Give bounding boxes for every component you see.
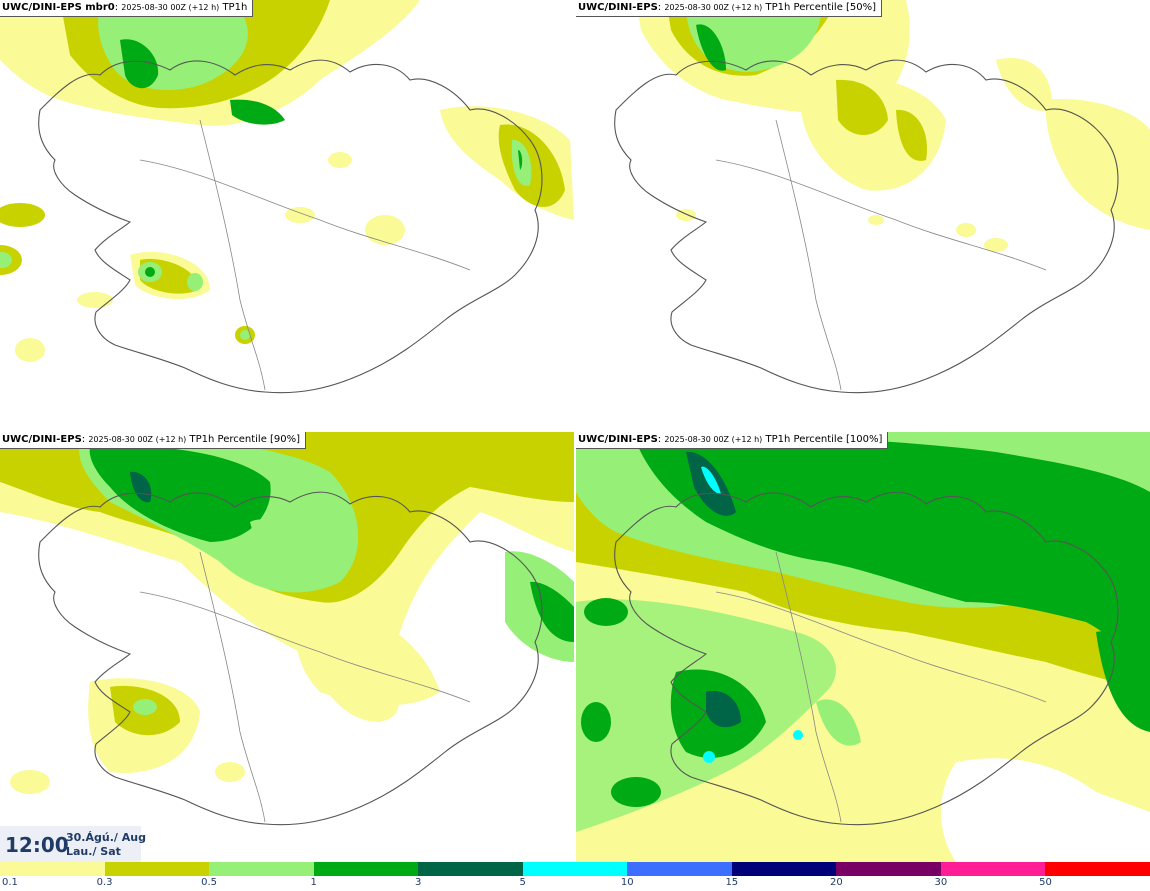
panel-title: UWC/DINI-EPS mbr0: 2025-08-30 00Z (+12 h… xyxy=(0,0,254,17)
precip-map-svg xyxy=(0,0,574,394)
run-time: 2025-08-30 00Z (+12 h) xyxy=(664,3,763,12)
run-time: 2025-08-30 00Z (+12 h) xyxy=(88,435,187,444)
legend-color-3 xyxy=(313,862,419,876)
panel-title: UWC/DINI-EPS: 2025-08-30 00Z (+12 h) TP1… xyxy=(0,432,307,449)
legend-color-10 xyxy=(1045,862,1150,876)
legend-color-4 xyxy=(418,862,524,876)
precip-map-svg xyxy=(0,432,574,826)
legend-tick-label: 20 xyxy=(829,877,843,888)
legend-color-2 xyxy=(209,862,315,876)
panel-title: UWC/DINI-EPS: 2025-08-30 00Z (+12 h) TP1… xyxy=(576,432,889,449)
model-name: UWC/DINI-EPS xyxy=(2,434,82,445)
valid-time: 12:00 xyxy=(5,833,69,857)
panel-separator-horizontal xyxy=(0,430,1150,432)
model-name: UWC/DINI-EPS xyxy=(578,434,658,445)
legend-tick-label: 0.3 xyxy=(96,877,113,888)
run-time: 2025-08-30 00Z (+12 h) xyxy=(664,435,763,444)
legend-tick-label: 1 xyxy=(310,877,317,888)
map-panel-p50: UWC/DINI-EPS: 2025-08-30 00Z (+12 h) TP1… xyxy=(576,0,1150,430)
run-time: 2025-08-30 00Z (+12 h) xyxy=(121,3,220,12)
variable-name: TP1h Percentile [100%] xyxy=(765,434,883,445)
legend-color-5 xyxy=(522,862,628,876)
legend-tick-label: 3 xyxy=(414,877,422,888)
map-panel-mbr0: UWC/DINI-EPS mbr0: 2025-08-30 00Z (+12 h… xyxy=(0,0,574,430)
legend-tick-label: 15 xyxy=(725,877,739,888)
color-legend: 0.1 0.3 0.5 1 3 5 10 15 20 30 50 xyxy=(0,862,1150,891)
map-panel-p90: UWC/DINI-EPS: 2025-08-30 00Z (+12 h) TP1… xyxy=(0,432,574,862)
variable-name: TP1h Percentile [90%] xyxy=(189,434,301,445)
model-name: UWC/DINI-EPS mbr0 xyxy=(2,2,115,13)
legend-color-7 xyxy=(731,862,837,876)
legend-tick-label: 30 xyxy=(934,877,948,888)
panel-title: UWC/DINI-EPS: 2025-08-30 00Z (+12 h) TP1… xyxy=(576,0,883,17)
valid-date: 30.Ágú./ Aug xyxy=(66,831,146,844)
legend-color-6 xyxy=(627,862,733,876)
legend-color-9 xyxy=(940,862,1046,876)
legend-color-0 xyxy=(0,862,105,876)
precip-map-svg xyxy=(614,0,1150,394)
model-name: UWC/DINI-EPS xyxy=(578,2,658,13)
legend-tick-label: 0.5 xyxy=(201,877,218,888)
legend-tick-label: 10 xyxy=(620,877,634,888)
valid-weekday: Lau./ Sat xyxy=(66,845,121,858)
variable-name: TP1h Percentile [50%] xyxy=(765,2,877,13)
map-panel-p100: UWC/DINI-EPS: 2025-08-30 00Z (+12 h) TP1… xyxy=(576,432,1150,862)
legend-tick-label: 0.1 xyxy=(2,877,18,888)
legend-color-8 xyxy=(836,862,942,876)
legend-tick-label: 5 xyxy=(519,877,526,888)
legend-color-1 xyxy=(104,862,210,876)
precip-map-svg xyxy=(576,432,1150,862)
legend-tick-label: 50 xyxy=(1039,877,1052,888)
valid-time-box: 12:00 30.Ágú./ Aug Lau./ Sat xyxy=(0,826,146,862)
variable-name: TP1h xyxy=(222,2,248,13)
